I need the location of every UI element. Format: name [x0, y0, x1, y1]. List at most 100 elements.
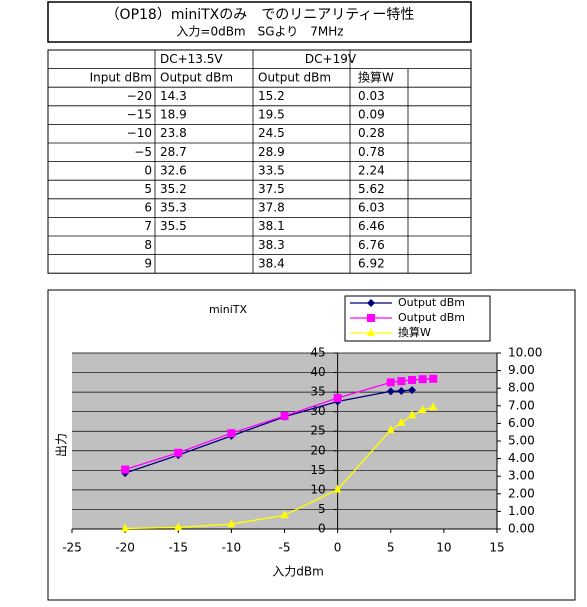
table-group-header: DC+19V — [305, 52, 357, 66]
table-cell: 37.5 — [258, 182, 285, 196]
table-cell: 33.5 — [258, 163, 285, 177]
x-tick-label: 5 — [387, 541, 395, 555]
table-cell: −20 — [127, 89, 152, 103]
series-line — [125, 406, 434, 530]
x-tick-label: -25 — [62, 541, 82, 555]
marker — [280, 510, 289, 519]
table-cell: 24.5 — [258, 126, 285, 140]
marker — [397, 377, 406, 386]
x-tick-label: -10 — [222, 541, 242, 555]
x-tick-label: -15 — [168, 541, 188, 555]
table-cell: −5 — [134, 145, 152, 159]
y2-tick-label: 3.00 — [508, 469, 535, 483]
marker — [386, 387, 395, 396]
y2-tick-label: 0.00 — [508, 522, 535, 536]
chart-title: miniTX — [209, 303, 248, 316]
table-cell: 0.09 — [358, 108, 385, 122]
marker — [397, 386, 406, 395]
table-cell: 6.46 — [358, 219, 385, 233]
table-cell: 5 — [144, 182, 152, 196]
marker — [280, 411, 289, 420]
marker — [408, 375, 416, 384]
marker — [429, 402, 438, 411]
marker — [397, 417, 406, 426]
y2-tick-label: 8.00 — [508, 381, 535, 395]
y-tick-label: 45 — [310, 346, 325, 360]
y2-tick-label: 1.00 — [508, 504, 535, 518]
table-cell: Input dBm — [90, 70, 152, 84]
y2-tick-label: 9.00 — [508, 363, 535, 377]
x-tick-label: 0 — [334, 541, 342, 555]
y-tick-label: 35 — [310, 385, 325, 399]
series-line — [124, 378, 434, 471]
x-tick-label: -20 — [115, 541, 135, 555]
legend-marker — [367, 328, 375, 336]
table-cell: 14.3 — [160, 89, 187, 103]
table-cell: 23.8 — [160, 126, 187, 140]
table-cell: 18.9 — [160, 108, 187, 122]
table-cell: 35.2 — [160, 182, 187, 196]
marker — [408, 386, 416, 395]
table-cell: 6.76 — [358, 238, 385, 252]
legend-label: Output dBm — [398, 296, 465, 309]
marker — [174, 448, 183, 457]
marker — [121, 523, 130, 532]
y2-tick-label: 10.00 — [508, 346, 542, 360]
table-cell: Output dBm — [160, 70, 233, 84]
marker — [408, 410, 416, 419]
y2-tick-label: 4.00 — [508, 451, 535, 465]
table-cell: 換算W — [358, 69, 394, 84]
table-cell: 35.5 — [160, 219, 187, 233]
table-cell: 6.92 — [358, 256, 385, 270]
x-tick-label: 15 — [489, 541, 504, 555]
table-group-header: DC+13.5V — [160, 52, 223, 66]
table-cell: 0.78 — [358, 145, 385, 159]
table-cell: 38.4 — [258, 256, 285, 270]
x-tick-label: -5 — [279, 541, 291, 555]
y-tick-label: 20 — [310, 443, 325, 457]
table-cell: 28.9 — [258, 145, 285, 159]
title-box — [47, 1, 472, 43]
y-axis-label: 出力 — [55, 433, 69, 457]
legend-label: Output dBm — [398, 311, 465, 324]
y2-tick-label: 6.00 — [508, 416, 535, 430]
page-title: （OP18）miniTXのみ でのリニアリティー特性 — [106, 7, 415, 23]
marker — [174, 522, 183, 531]
y-tick-label: 15 — [310, 463, 325, 477]
table-cell: 37.8 — [258, 201, 285, 215]
marker — [227, 519, 236, 528]
marker — [333, 393, 342, 402]
table-cell: 0.03 — [358, 89, 385, 103]
y-tick-label: 10 — [310, 482, 325, 496]
table-cell: 28.7 — [160, 145, 187, 159]
y-tick-label: 5 — [318, 502, 326, 516]
table-cell: 0 — [144, 163, 152, 177]
table-cell: 19.5 — [258, 108, 285, 122]
table-cell: 9 — [144, 256, 152, 270]
table-cell: 6 — [144, 201, 152, 215]
table-cell: 2.24 — [358, 163, 385, 177]
y-tick-label: 25 — [310, 424, 325, 438]
y-tick-label: 40 — [310, 365, 325, 379]
marker — [121, 465, 130, 474]
table-cell: 6.03 — [358, 201, 385, 215]
marker — [418, 405, 427, 414]
table-cell: 35.3 — [160, 201, 187, 215]
table-cell: Output dBm — [258, 70, 331, 84]
y2-tick-label: 2.00 — [508, 486, 535, 500]
x-axis-label: 入力dBm — [272, 565, 324, 579]
table-cell: −15 — [127, 108, 152, 122]
table-cell: 38.3 — [258, 238, 285, 252]
marker — [227, 429, 236, 438]
table-cell: 15.2 — [258, 89, 285, 103]
y2-tick-label: 5.00 — [508, 434, 535, 448]
page-subtitle: 入力=0dBm SGより 7MHz — [176, 25, 343, 39]
x-tick-label: 10 — [436, 541, 451, 555]
y2-tick-label: 7.00 — [508, 398, 535, 412]
table-cell: 0.28 — [358, 126, 385, 140]
table-cell: 7 — [144, 219, 152, 233]
legend-label: 換算W — [398, 325, 431, 339]
table-cell: −10 — [127, 126, 152, 140]
legend-marker — [367, 314, 375, 322]
